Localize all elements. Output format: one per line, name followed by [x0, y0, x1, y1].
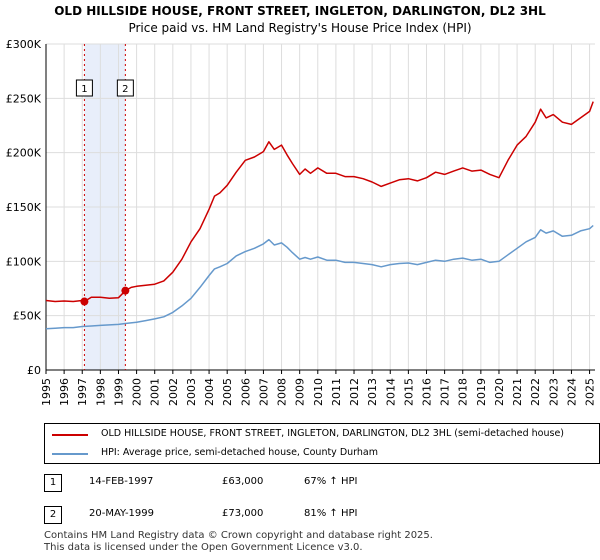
- x-tick-label: 2022: [529, 378, 542, 406]
- x-tick-label: 2003: [185, 378, 198, 406]
- x-tick-label: 1997: [76, 378, 89, 406]
- hpi-line: [45, 224, 594, 330]
- x-tick-label: 2015: [402, 378, 415, 406]
- transaction-hpi: 67% ↑ HPI: [304, 476, 358, 487]
- transaction-row: 1 14-FEB-1997 £63,000 67% ↑ HPI: [44, 474, 600, 494]
- sale-label: 2: [122, 84, 128, 95]
- x-tick-label: 2008: [276, 378, 289, 406]
- price-chart: £0 £50K £100K £150K £200K £250K £300K 1995 1996 1…: [6, 38, 597, 406]
- chart-legend: OLD HILLSIDE HOUSE, FRONT STREET, INGLET…: [44, 423, 600, 464]
- x-tick-label: 2006: [239, 378, 252, 406]
- sale-label: 1: [81, 84, 87, 95]
- x-tick-label: 2018: [457, 378, 470, 406]
- x-tick-label: 2005: [221, 378, 234, 406]
- transaction-marker-box: 1: [44, 474, 62, 492]
- y-tick-label: £150K: [6, 201, 42, 214]
- y-tick-label: £200K: [6, 147, 42, 160]
- transaction-date: 20-MAY-1999: [89, 508, 155, 519]
- x-tick-label: 1995: [40, 378, 53, 406]
- x-tick-label: 2017: [439, 378, 452, 406]
- x-tick-label: 2024: [565, 378, 578, 406]
- legend-label-hpi: HPI: Average price, semi-detached house,…: [101, 447, 378, 458]
- x-tick-label: 2020: [493, 378, 506, 406]
- property-price-line: [45, 101, 594, 303]
- x-tick-label: 2000: [131, 378, 144, 406]
- sale-point: [121, 286, 130, 295]
- x-tick-label: 1996: [58, 378, 71, 406]
- sale-point: [80, 297, 89, 306]
- transaction-price: £63,000: [222, 476, 264, 487]
- y-tick-label: £300K: [6, 38, 42, 51]
- x-tick-label: 2016: [420, 378, 433, 406]
- x-tick-label: 2001: [149, 378, 162, 406]
- sale-label-box: [116, 79, 134, 97]
- y-tick-label: £0: [27, 364, 41, 377]
- transaction-marker-box: 2: [44, 506, 62, 524]
- x-tick-label: 2011: [330, 378, 343, 406]
- x-tick-label: 2009: [294, 378, 307, 406]
- legend-item-property: OLD HILLSIDE HOUSE, FRONT STREET, INGLET…: [45, 426, 599, 444]
- x-tick-label: 2023: [547, 378, 560, 406]
- legend-item-hpi: HPI: Average price, semi-detached house,…: [45, 445, 599, 463]
- legend-swatch-hpi: [52, 453, 88, 455]
- transaction-hpi: 81% ↑ HPI: [304, 508, 358, 519]
- sale-label-box: [75, 79, 93, 97]
- x-tick-label: 2007: [257, 378, 270, 406]
- footer-copyright: Contains HM Land Registry data © Crown c…: [44, 530, 433, 541]
- x-tick-label: 2014: [384, 378, 397, 406]
- transaction-date: 14-FEB-1997: [89, 476, 154, 487]
- y-tick-label: £250K: [6, 92, 42, 105]
- x-tick-label: 2002: [167, 378, 180, 406]
- footer-licence: This data is licensed under the Open Gov…: [44, 542, 363, 553]
- transaction-price: £73,000: [222, 508, 264, 519]
- chart-title: OLD HILLSIDE HOUSE, FRONT STREET, INGLET…: [54, 4, 546, 18]
- x-tick-label: 2010: [312, 378, 325, 406]
- transaction-row: 2 20-MAY-1999 £73,000 81% ↑ HPI: [44, 506, 600, 526]
- legend-swatch-property: [52, 434, 88, 436]
- x-tick-label: 2025: [584, 378, 597, 406]
- x-tick-label: 2012: [348, 378, 361, 406]
- x-tick-label: 2019: [475, 378, 488, 406]
- x-tick-label: 2021: [511, 378, 524, 406]
- x-tick-label: 1999: [112, 378, 125, 406]
- y-tick-label: £50K: [13, 310, 42, 323]
- legend-label-property: OLD HILLSIDE HOUSE, FRONT STREET, INGLET…: [101, 428, 565, 439]
- x-tick-label: 1998: [94, 378, 107, 406]
- chart-subtitle: Price paid vs. HM Land Registry's House …: [128, 21, 472, 35]
- y-tick-label: £100K: [6, 255, 42, 268]
- x-tick-label: 2013: [366, 378, 379, 406]
- x-tick-label: 2004: [203, 378, 216, 406]
